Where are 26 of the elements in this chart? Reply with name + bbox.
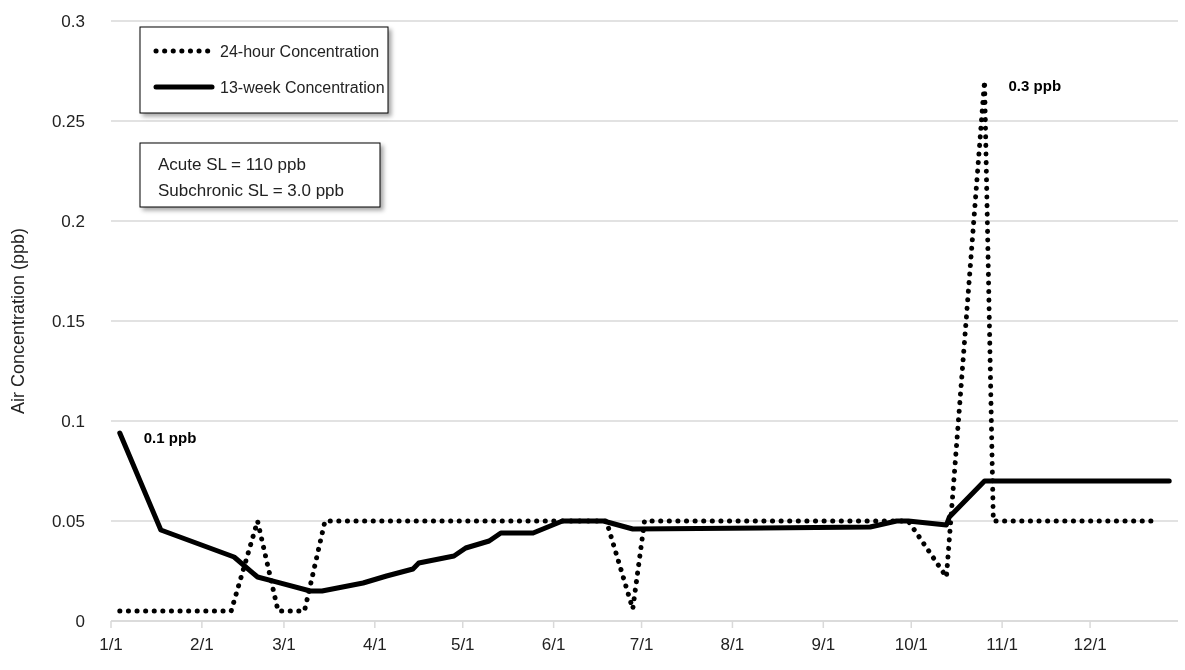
y-tick-label: 0.05 xyxy=(51,512,85,531)
x-tick-label: 9/1 xyxy=(811,635,836,654)
y-tick-label: 0.1 xyxy=(61,412,85,431)
x-tick-label: 7/1 xyxy=(629,635,654,654)
annotation: 0.1 ppb xyxy=(143,429,197,446)
x-tick-label: 3/1 xyxy=(272,635,296,654)
annotation: Acute SL = 110 ppb xyxy=(158,155,306,174)
y-tick-label: 0 xyxy=(75,612,85,631)
annotation: 0.3 ppb xyxy=(1008,77,1062,94)
annotation: Subchronic SL = 3.0 ppb xyxy=(158,181,345,200)
x-tick-label: 12/1 xyxy=(1073,635,1107,654)
x-tick-label: 8/1 xyxy=(720,635,745,654)
legend-label: 13-week Concentration xyxy=(220,79,385,96)
x-tick-label: 10/1 xyxy=(894,635,928,654)
y-tick-label: 0.25 xyxy=(51,112,85,131)
y-tick-label: 0.15 xyxy=(51,312,85,331)
x-tick-label: 1/1 xyxy=(99,635,123,654)
x-tick-label: 6/1 xyxy=(541,635,566,654)
x-tick-label: 4/1 xyxy=(363,635,387,654)
x-tick-label: 11/1 xyxy=(986,635,1019,654)
y-tick-label: 0.2 xyxy=(61,212,85,231)
x-tick-label: 2/1 xyxy=(190,635,214,654)
legend-label: 24-hour Concentration xyxy=(220,43,380,60)
x-tick-label: 5/1 xyxy=(450,635,475,654)
y-tick-label: 0.3 xyxy=(61,12,85,31)
y-axis-title: Air Concentration (ppb) xyxy=(8,227,28,415)
